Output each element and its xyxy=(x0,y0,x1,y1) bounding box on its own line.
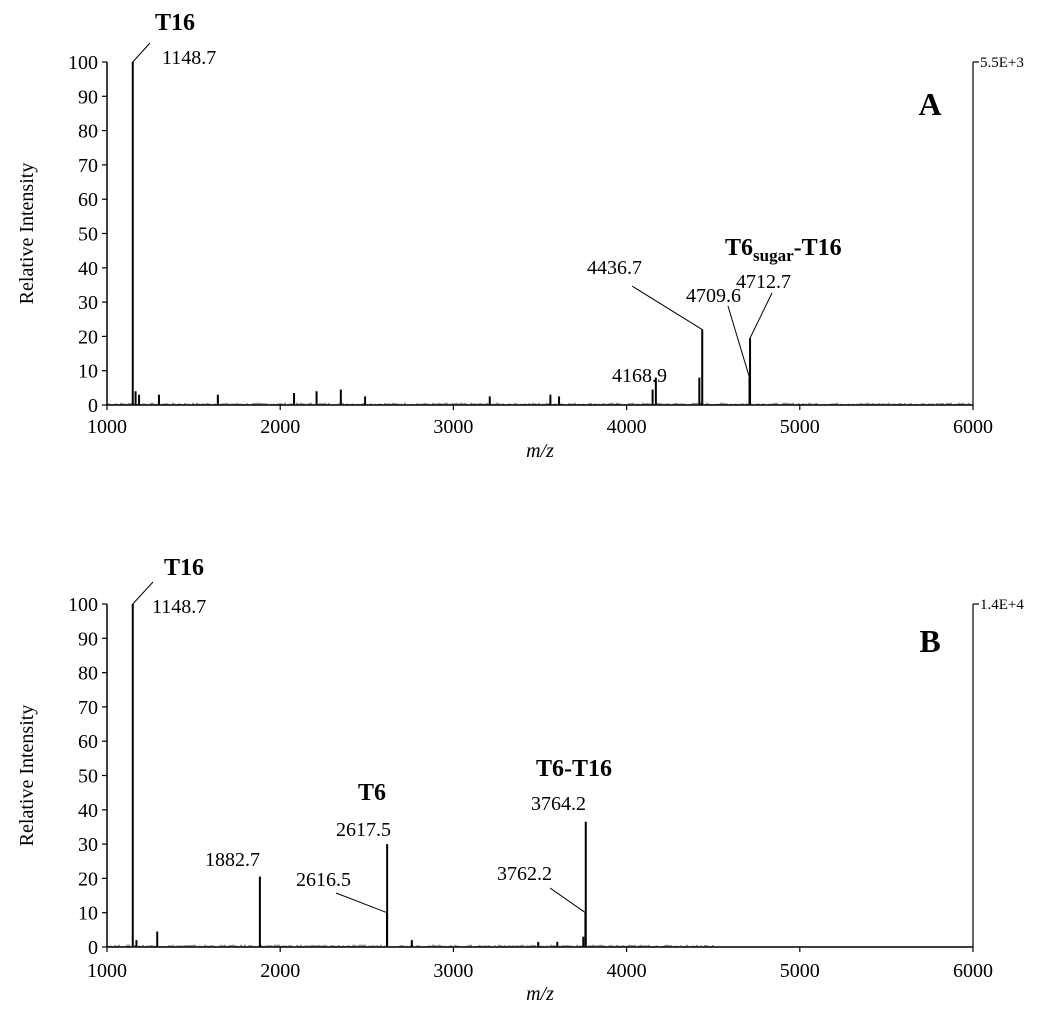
y-tick-label: 50 xyxy=(78,224,98,246)
y-tick-label: 20 xyxy=(78,868,98,890)
peak-label: 2616.5 xyxy=(296,869,351,891)
fragment-label: T6-T16 xyxy=(536,756,612,782)
y-tick-label: 50 xyxy=(78,766,98,788)
peak-label: 1882.7 xyxy=(205,849,260,871)
x-tick-label: 4000 xyxy=(607,416,647,438)
y-tick-label: 30 xyxy=(78,834,98,856)
y-tick-label: 40 xyxy=(78,800,98,822)
peak-leader-line xyxy=(132,42,151,63)
peak-leader-line xyxy=(749,292,773,339)
y-tick-label: 90 xyxy=(78,86,98,108)
y-axis-label: Relative Intensity xyxy=(16,163,38,305)
fragment-label: T6sugar-T16 xyxy=(725,235,842,265)
peak-leader-line xyxy=(132,581,154,605)
x-tick-label: 1000 xyxy=(87,960,127,982)
peak-label: 4436.7 xyxy=(587,257,642,279)
baseline-noise xyxy=(106,944,714,947)
y-tick-label: 10 xyxy=(78,361,98,383)
peak-label: 3762.2 xyxy=(497,863,552,885)
fragment-label: T16 xyxy=(155,10,195,36)
y-tick-label: 90 xyxy=(78,628,98,650)
x-tick-label: 6000 xyxy=(953,416,993,438)
peak-label: 1148.7 xyxy=(152,596,206,618)
x-tick-label: 6000 xyxy=(953,960,993,982)
x-axis-label: m/z xyxy=(526,440,554,462)
peak-leader-line xyxy=(335,892,388,914)
peak-leader-line xyxy=(549,887,586,914)
y-tick-label: 0 xyxy=(88,937,98,959)
fragment-label: T6 xyxy=(358,780,386,806)
y-tick-label: 70 xyxy=(78,697,98,719)
peak-leader-line xyxy=(727,305,750,378)
y-tick-label: 20 xyxy=(78,326,98,348)
x-tick-label: 2000 xyxy=(260,960,300,982)
panel-letter: A xyxy=(918,86,941,122)
intensity-scale-label: 5.5E+3 xyxy=(980,55,1024,71)
x-tick-label: 3000 xyxy=(433,416,473,438)
y-tick-label: 80 xyxy=(78,663,98,685)
peak-label: 4709.6 xyxy=(686,285,741,307)
peak-label: 4712.7 xyxy=(736,271,791,293)
y-tick-label: 10 xyxy=(78,903,98,925)
y-tick-label: 60 xyxy=(78,189,98,211)
y-axis-label: Relative Intensity xyxy=(16,705,38,847)
panel-letter: B xyxy=(919,623,940,659)
y-tick-label: 100 xyxy=(68,52,98,74)
fragment-label: T16 xyxy=(164,555,204,581)
peak-label: 4168.9 xyxy=(612,365,667,387)
panel-b: 0 10 20 30 40 50 60 70 80 90 100 1000 2000 3000 4000 50… xyxy=(16,555,1024,1005)
peak-leader-line xyxy=(631,285,703,330)
y-tick-label: 60 xyxy=(78,731,98,753)
x-tick-label: 5000 xyxy=(780,416,820,438)
x-tick-label: 5000 xyxy=(780,960,820,982)
y-tick-label: 0 xyxy=(88,395,98,417)
intensity-scale-label: 1.4E+4 xyxy=(980,597,1024,613)
y-tick-label: 40 xyxy=(78,258,98,280)
x-tick-label: 4000 xyxy=(607,960,647,982)
x-tick-label: 2000 xyxy=(260,416,300,438)
y-tick-label: 100 xyxy=(68,594,98,616)
baseline-noise xyxy=(106,402,974,405)
x-axis-label: m/z xyxy=(526,983,554,1005)
peak-label: 2617.5 xyxy=(336,819,391,841)
y-tick-label: 30 xyxy=(78,292,98,314)
peak-label: 3764.2 xyxy=(531,793,586,815)
x-tick-label: 3000 xyxy=(433,960,473,982)
panel-a: 0 10 20 30 40 50 60 70 80 90 100 1000 2000 3000 4000 50… xyxy=(16,10,1024,462)
y-tick-label: 70 xyxy=(78,155,98,177)
x-tick-label: 1000 xyxy=(87,416,127,438)
y-tick-label: 80 xyxy=(78,121,98,143)
peak-label: 1148.7 xyxy=(162,47,216,69)
